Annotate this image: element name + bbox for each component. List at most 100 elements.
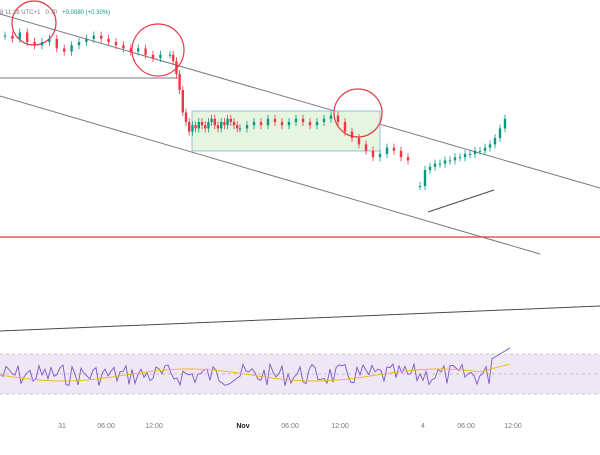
candle-body [18, 32, 21, 39]
header-ohlc: 0.70 [45, 10, 58, 16]
candle-body [294, 118, 298, 122]
candle-body [92, 35, 95, 39]
candle-body [238, 128, 242, 130]
candle-body [478, 150, 482, 152]
candle-body [70, 45, 73, 52]
long-trend-line [0, 305, 600, 332]
candle-body [223, 122, 226, 126]
candle-body [226, 118, 229, 126]
candle-body [503, 118, 507, 129]
rsi-layer [0, 347, 600, 395]
rsi-ma-line [0, 363, 511, 382]
candle-body [178, 74, 181, 90]
candle-body [315, 122, 319, 126]
candle-body [266, 118, 270, 126]
x-tick-label: 31 [58, 423, 66, 430]
candle-body [11, 35, 14, 39]
header-change: +0.0080 (+0.30%) [62, 10, 111, 16]
candle-body [229, 118, 232, 122]
x-tick-label: Nov [236, 423, 249, 430]
candle-body [473, 150, 477, 154]
candle-body [438, 163, 442, 165]
candle-body [3, 35, 7, 37]
candle-body [204, 125, 207, 129]
rsi-line [0, 347, 511, 387]
candle-body [172, 54, 175, 62]
candle-body [252, 122, 256, 126]
candle-body [232, 122, 236, 126]
candle-body [245, 125, 249, 129]
x-tick-label: 06:00 [97, 423, 115, 430]
x-tick-label: 06:00 [281, 423, 299, 430]
candle-body [63, 48, 66, 52]
x-tick-label: 12:00 [331, 423, 349, 430]
candle-body [378, 154, 382, 158]
candle-body [336, 115, 340, 122]
candle-body [151, 54, 155, 58]
candle-body [259, 122, 263, 126]
candle-body [129, 48, 132, 52]
x-tick-label: 06:00 [457, 423, 475, 430]
candle-body [48, 38, 51, 42]
candle-body [55, 38, 58, 49]
candle-body [100, 35, 103, 39]
candle-body [40, 42, 44, 46]
candle-body [488, 144, 492, 148]
candle-body [137, 48, 140, 52]
consolidation-zone [191, 110, 381, 152]
chart-header: 8 11:28 UTC+1 0.70 +0.0080 (+0.30%) [0, 10, 110, 16]
candle-body [191, 125, 194, 132]
candle-body [483, 147, 487, 151]
candle-body [33, 42, 36, 46]
candle-body [194, 125, 197, 129]
candle-body [273, 118, 277, 122]
x-tick-label: 12:00 [504, 423, 522, 430]
candle-body [287, 122, 291, 126]
candle-body [210, 118, 213, 122]
candle-body [493, 138, 497, 145]
candle-body [428, 166, 432, 170]
candle-body [197, 122, 200, 129]
candle-body [280, 122, 284, 126]
candle-body [385, 147, 389, 154]
candle-body [220, 122, 223, 129]
candle-body [168, 54, 172, 56]
x-axis: 31 06:00 12:00 Nov 06:00 12:00 4 06:00 12:00 [58, 423, 522, 430]
candle-body [207, 122, 210, 129]
candle-body [329, 115, 333, 119]
candle-body [85, 38, 88, 42]
header-time: 8 11:28 UTC+1 [0, 10, 41, 16]
candle-body [322, 118, 326, 122]
channel-lower-line [0, 95, 541, 255]
candle-body [200, 122, 204, 126]
rising-wedge-line [427, 189, 495, 213]
candle-body [77, 42, 81, 46]
candle-body [184, 112, 188, 122]
candle-body [453, 157, 457, 161]
candle-body [418, 186, 422, 187]
x-tick-label: 4 [421, 423, 425, 430]
candle-body [392, 147, 396, 151]
candle-body [448, 160, 452, 162]
candle-body [216, 125, 220, 129]
x-tick-label: 12:00 [145, 423, 163, 430]
channel-upper-line [0, 13, 600, 189]
candle-body [399, 150, 403, 158]
candle-body [443, 160, 447, 164]
candle-body [181, 90, 184, 113]
highlight-circle-3 [333, 88, 383, 138]
candle-body [308, 122, 312, 126]
candle-body [236, 125, 239, 129]
candle-body [213, 118, 216, 126]
candle-body [175, 61, 178, 74]
candle-body [463, 154, 467, 158]
candle-body [406, 157, 410, 161]
candle-body [423, 170, 427, 186]
candle-body [458, 157, 462, 159]
candle-body [122, 45, 125, 49]
candle-body [26, 32, 29, 42]
candle-body [364, 144, 368, 151]
price-layer [0, 0, 600, 332]
